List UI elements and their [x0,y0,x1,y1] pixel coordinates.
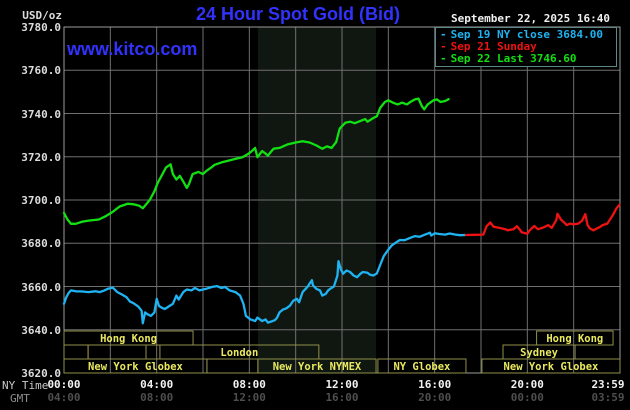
legend-item-label: Sep 19 NY close 3684.00 [450,28,603,41]
session-box [481,358,621,374]
price-line [62,97,450,225]
session-label: London [220,347,258,359]
gmt-tick-label: 03:59 [591,391,625,404]
ny-time-tick-label: 23:59 [591,378,625,391]
gmt-tick-label: 08:00 [140,391,174,404]
session-label: Hong Kong [546,333,603,345]
legend-item: - Sep 21 Sunday [440,41,616,53]
gmt-tick-label: 12:00 [232,391,266,404]
y-axis-tick-label: 3640.0 [21,323,61,337]
ny-time-tick-label: 20:00 [510,378,544,391]
legend-item-label: Sep 21 Sunday [450,40,537,53]
session-label: Sydney [520,347,559,359]
page-title: 24 Hour Spot Gold (Bid) [196,4,400,24]
kitco-watermark-link[interactable]: www.kitco.com [67,39,198,59]
y-axis-tick-label: 3720.0 [21,150,61,164]
session-box [206,358,259,374]
y-axis-tick-label: 3740.0 [21,107,61,121]
y-axis-tick-label: 3760.0 [21,64,61,78]
legend-marker-dash: - [440,40,447,53]
price-line [62,231,468,325]
session-label: New York Globex [504,361,600,373]
y-axis-unit-label: USD/oz [22,9,62,22]
y-axis-tick-label: 3700.0 [21,194,61,207]
legend-item: - Sep 19 NY close 3684.00 [440,29,616,41]
ny-time-tick-label: 08:00 [232,378,266,391]
gmt-tick-label: 00:00 [510,391,544,404]
ny-time-axis-label: NY Time [2,379,49,392]
ny-time-tick-label: 04:00 [140,378,174,391]
session-box [377,358,467,374]
y-axis-tick-label: 3780.0 [21,21,61,34]
session-box [63,344,89,360]
y-axis-tick-label: 3660.0 [21,280,61,294]
legend-marker-dash: - [440,52,447,65]
y-axis-tick-label: 3680.0 [21,237,61,251]
legend-item-label: Sep 22 Last 3746.60 [450,52,577,65]
price-line [464,203,621,237]
y-axis-tick-label: 3620.0 [21,367,61,380]
legend-item: - Sep 22 Last 3746.60 [440,53,616,65]
gmt-tick-label: 16:00 [325,391,359,404]
legend-marker-dash: - [440,28,447,41]
ny-time-tick-label: 16:00 [418,378,452,391]
timestamp: September 22, 2025 16:40 [451,12,610,25]
gmt-axis-label: GMT [10,392,30,405]
session-label: New York Globex [88,361,184,373]
ny-time-tick-label: 00:00 [47,378,81,391]
ny-time-tick-label: 12:00 [325,378,359,391]
gmt-tick-label: 20:00 [418,391,452,404]
session-box [257,358,377,374]
session-label: Hong Kong [100,333,157,345]
legend: - Sep 19 NY close 3684.00- Sep 21 Sunday - S… [435,27,617,67]
session-box [87,344,147,360]
session-label: New York NYMEX [273,361,362,373]
gmt-tick-label: 04:00 [47,391,81,404]
session-label: NY Globex [393,361,451,373]
